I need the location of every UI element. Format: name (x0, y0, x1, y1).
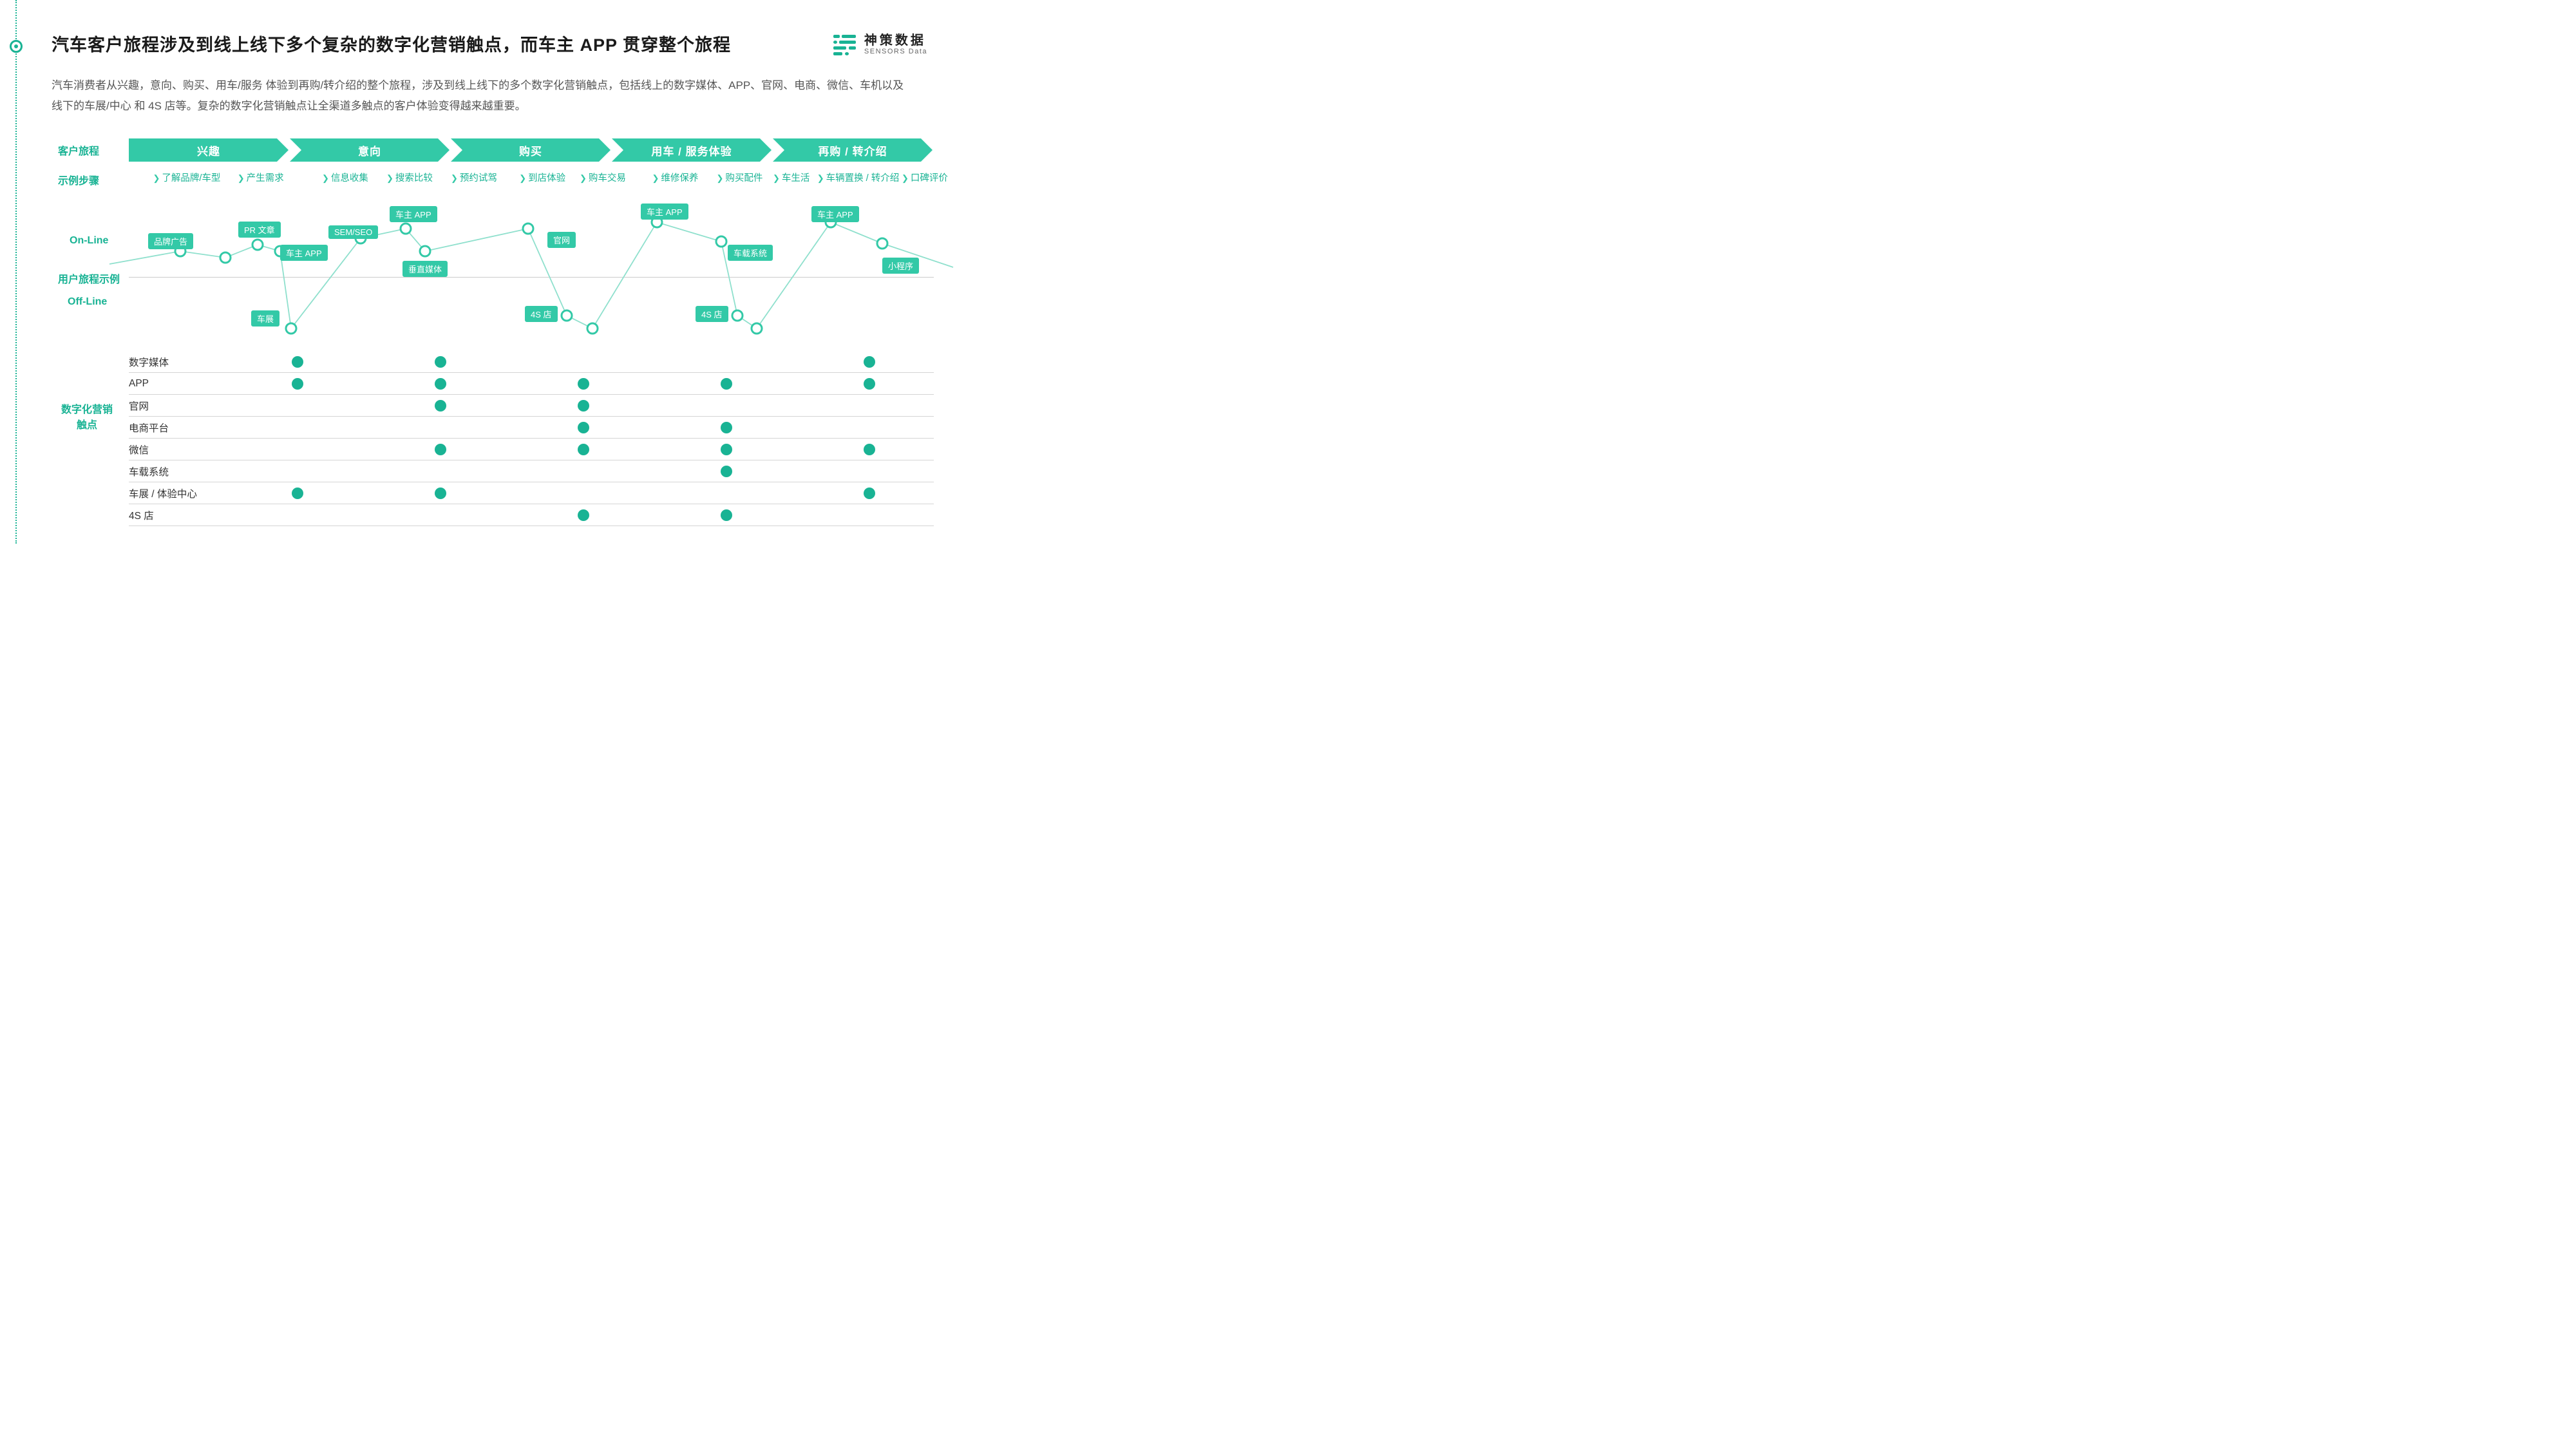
step-8: 购买配件 (717, 171, 763, 184)
node-label-12: 车主 APP (641, 204, 688, 220)
label-offline: Off-Line (68, 296, 107, 308)
node-label-3: PR 文章 (238, 222, 281, 238)
matrix-row-2: 官网 (129, 395, 934, 417)
node-label-8: 垂直媒体 (402, 261, 448, 277)
matrix-dot (721, 444, 732, 455)
matrix-dot (578, 378, 589, 390)
matrix-dot (721, 509, 732, 521)
step-10: 车辆置换 / 转介绍 (817, 171, 900, 184)
matrix-row-label-6: 车展 / 体验中心 (129, 486, 219, 500)
steps-row: 了解品牌/车型产生需求信息收集搜索比较预约试驾到店体验购车交易维修保养购买配件车… (129, 171, 934, 190)
matrix-dot (435, 488, 446, 499)
journey-chart-area: On-Line 用户旅程示例 Off-Line 品牌广告PR 文章车主 APP车… (58, 200, 934, 341)
step-3: 搜索比较 (386, 171, 433, 184)
step-4: 预约试驾 (451, 171, 497, 184)
matrix-dot (578, 400, 589, 412)
label-steps: 示例步骤 (58, 172, 99, 187)
matrix-dot (435, 378, 446, 390)
matrix-row-label-1: APP (129, 378, 219, 390)
matrix-row-label-4: 微信 (129, 442, 219, 457)
matrix-dot (721, 466, 732, 477)
node-label-14: 4S 店 (696, 306, 728, 322)
matrix-dot (292, 356, 303, 368)
step-5: 到店体验 (519, 171, 565, 184)
node-label-10: 4S 店 (525, 306, 558, 322)
step-7: 维修保养 (652, 171, 699, 184)
matrix-row-label-3: 电商平台 (129, 421, 219, 435)
stage-0: 兴趣 (129, 138, 289, 162)
left-dotted-border (15, 0, 17, 544)
matrix-dot (578, 444, 589, 455)
matrix-row-1: APP (129, 373, 934, 395)
node-label-13: 车载系统 (728, 245, 773, 261)
node-label-17: 小程序 (882, 258, 919, 274)
node-label-4: 车主 APP (280, 245, 328, 261)
step-6: 购车交易 (580, 171, 626, 184)
page-subtitle: 汽车消费者从兴趣，意向、购买、用车/服务 体验到再购/转介绍的整个旅程，涉及到线… (52, 75, 914, 117)
matrix-row-6: 车展 / 体验中心 (129, 482, 934, 504)
matrix-dot (578, 509, 589, 521)
matrix-dot (864, 356, 875, 368)
matrix-row-3: 电商平台 (129, 417, 934, 439)
matrix-row-4: 微信 (129, 439, 934, 460)
matrix-dot (435, 444, 446, 455)
step-9: 车生活 (773, 171, 810, 184)
step-0: 了解品牌/车型 (153, 171, 221, 184)
node-label-7: 车主 APP (390, 206, 437, 222)
matrix-row-label-2: 官网 (129, 399, 219, 413)
matrix-row-0: 数字媒体 (129, 351, 934, 373)
matrix-dot (864, 488, 875, 499)
matrix-row-label-5: 车载系统 (129, 464, 219, 478)
stage-2: 购买 (451, 138, 611, 162)
node-label-9: 官网 (547, 232, 576, 248)
node-label-1: 品牌广告 (148, 233, 193, 249)
matrix-dot (578, 422, 589, 433)
matrix-dot (721, 378, 732, 390)
matrix-dot (864, 444, 875, 455)
label-matrix: 数字化营销触点 (58, 402, 116, 433)
matrix-dot (864, 378, 875, 390)
matrix-dot (721, 422, 732, 433)
stage-1: 意向 (290, 138, 450, 162)
step-2: 信息收集 (322, 171, 368, 184)
matrix-row-label-7: 4S 店 (129, 508, 219, 522)
stages-row: 兴趣意向购买用车 / 服务体验再购 / 转介绍 (129, 138, 934, 162)
step-11: 口碑评价 (902, 171, 948, 184)
matrix-dot (292, 488, 303, 499)
node-label-5: 车展 (251, 310, 279, 327)
label-online: On-Line (70, 235, 108, 247)
node-label-16: 车主 APP (811, 206, 859, 222)
matrix-row-7: 4S 店 (129, 504, 934, 526)
step-1: 产生需求 (238, 171, 284, 184)
label-midline: 用户旅程示例 (58, 270, 120, 286)
matrix-row-5: 车载系统 (129, 460, 934, 482)
label-journey: 客户旅程 (58, 142, 99, 158)
page-title: 汽车客户旅程涉及到线上线下多个复杂的数字化营销触点，而车主 APP 贯穿整个旅程 (52, 31, 940, 56)
matrix-dot (435, 400, 446, 412)
matrix-dot (292, 378, 303, 390)
stage-4: 再购 / 转介绍 (773, 138, 933, 162)
matrix-dot (435, 356, 446, 368)
bullet-target-icon (10, 40, 23, 53)
stage-3: 用车 / 服务体验 (612, 138, 772, 162)
node-label-6: SEM/SEO (328, 225, 378, 239)
matrix-row-label-0: 数字媒体 (129, 355, 219, 369)
